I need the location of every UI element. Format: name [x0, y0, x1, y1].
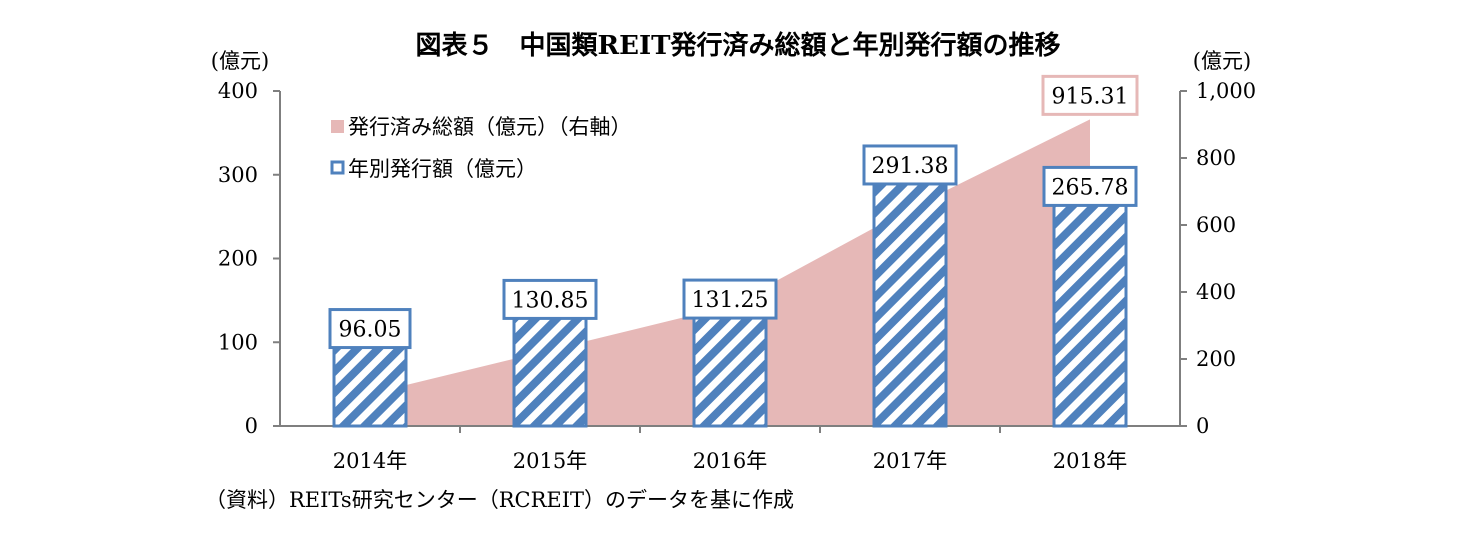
bar-data-label-text: 265.78 — [1052, 175, 1129, 200]
x-category-label: 2016年 — [693, 449, 767, 473]
y-left-tick-label: 100 — [218, 330, 258, 354]
bar-data-label-box — [682, 278, 778, 320]
y-left-tick-label: 200 — [218, 247, 258, 271]
bar-annual-issuance — [332, 344, 408, 428]
bar-annual-issuance — [512, 314, 588, 428]
bar-layer — [332, 180, 1128, 428]
bar-data-label: 291.38 — [862, 144, 958, 186]
y-right-tick-label: 1,000 — [1196, 79, 1256, 103]
bar-data-label-box — [862, 144, 958, 186]
bar-annual-issuance — [872, 180, 948, 428]
y-right-tick-label: 400 — [1196, 280, 1236, 304]
x-category-label: 2014年 — [333, 449, 407, 473]
y-left-tick-label: 400 — [218, 79, 258, 103]
y-right-tick-label: 0 — [1196, 414, 1209, 438]
y-right-unit: (億元) — [1193, 49, 1251, 73]
bar-data-label-text: 131.25 — [692, 288, 769, 313]
y-left-unit: (億元) — [211, 49, 269, 73]
bar-data-label: 265.78 — [1042, 165, 1138, 207]
bar-data-label-text: 96.05 — [339, 318, 402, 343]
bar-data-label-text: 130.85 — [512, 288, 589, 313]
legend-swatch-annual — [330, 160, 345, 175]
x-category-label: 2017年 — [873, 449, 947, 473]
y-right-tick-label: 600 — [1196, 213, 1236, 237]
bar-data-label: 130.85 — [502, 278, 598, 320]
chart-title: 図表５ 中国類REIT発行済み総額と年別発行額の推移 — [416, 30, 1061, 61]
bar-annual-issuance — [692, 314, 768, 428]
legend-swatch-total — [331, 120, 344, 133]
x-category-label: 2015年 — [513, 449, 587, 473]
bar-data-label-text: 291.38 — [872, 154, 949, 179]
bar-data-label: 131.25 — [682, 278, 778, 320]
label-layer: 96.05 130.85 131.25 291.38 265.78 915.31 — [328, 74, 1139, 350]
area-data-label-box — [1041, 74, 1139, 116]
y-right-tick-label: 800 — [1196, 146, 1236, 170]
legend-label-annual: 年別発行額（億元） — [348, 157, 537, 181]
area-data-label: 915.31 — [1041, 74, 1139, 116]
y-right-tick-label: 200 — [1196, 347, 1236, 371]
x-category-label: 2018年 — [1053, 449, 1127, 473]
source-note: （資料）REITs研究センター（RCREIT）のデータを基に作成 — [205, 488, 794, 512]
bar-data-label: 96.05 — [328, 308, 412, 350]
y-left-tick-label: 300 — [218, 163, 258, 187]
bar-data-label-box — [502, 278, 598, 320]
area-data-label-text: 915.31 — [1052, 84, 1129, 109]
bar-annual-issuance — [1052, 201, 1128, 428]
y-left-tick-label: 0 — [245, 414, 258, 438]
legend: 発行済み総額（億元）（右軸） 年別発行額（億元） — [330, 115, 632, 181]
legend-label-total: 発行済み総額（億元）（右軸） — [348, 115, 632, 139]
bar-data-label-box — [328, 308, 412, 350]
axis-layer: 0 100 200 300 400 0 200 400 600 800 1,000 2014年 2015… — [218, 79, 1256, 473]
bar-data-label-box — [1042, 165, 1138, 207]
